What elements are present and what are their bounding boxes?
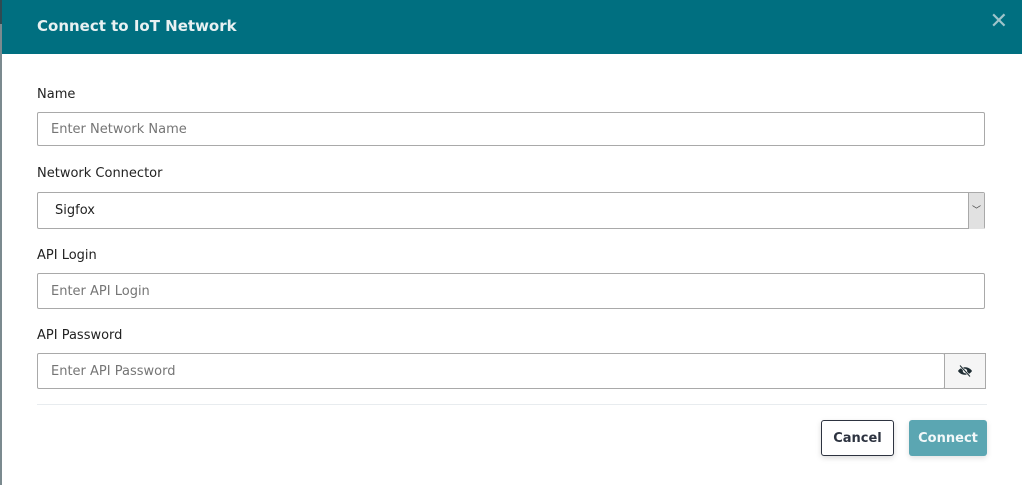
network-connector-value: Sigfox	[55, 203, 95, 218]
dialog-title: Connect to IoT Network	[37, 17, 237, 35]
connect-button[interactable]: Connect	[909, 420, 987, 456]
api-login-label: API Login	[37, 248, 97, 263]
api-password-input[interactable]	[37, 353, 945, 389]
chevron-down-icon[interactable]: ﹀	[968, 193, 984, 229]
background-edge	[0, 0, 2, 485]
footer-divider	[37, 404, 987, 405]
dialog-header: Connect to IoT Network ✕	[2, 0, 1022, 54]
api-login-input[interactable]	[37, 273, 985, 309]
name-label: Name	[37, 87, 76, 102]
network-connector-label: Network Connector	[37, 166, 163, 181]
api-password-label: API Password	[37, 328, 123, 343]
network-connector-select[interactable]: Sigfox ﹀	[37, 192, 985, 229]
eye-slash-icon	[958, 365, 972, 377]
close-icon[interactable]: ✕	[989, 9, 1008, 34]
cancel-button[interactable]: Cancel	[821, 420, 894, 456]
name-input[interactable]	[37, 112, 985, 146]
toggle-password-visibility-button[interactable]	[944, 353, 986, 389]
background-edge-top	[0, 0, 2, 24]
